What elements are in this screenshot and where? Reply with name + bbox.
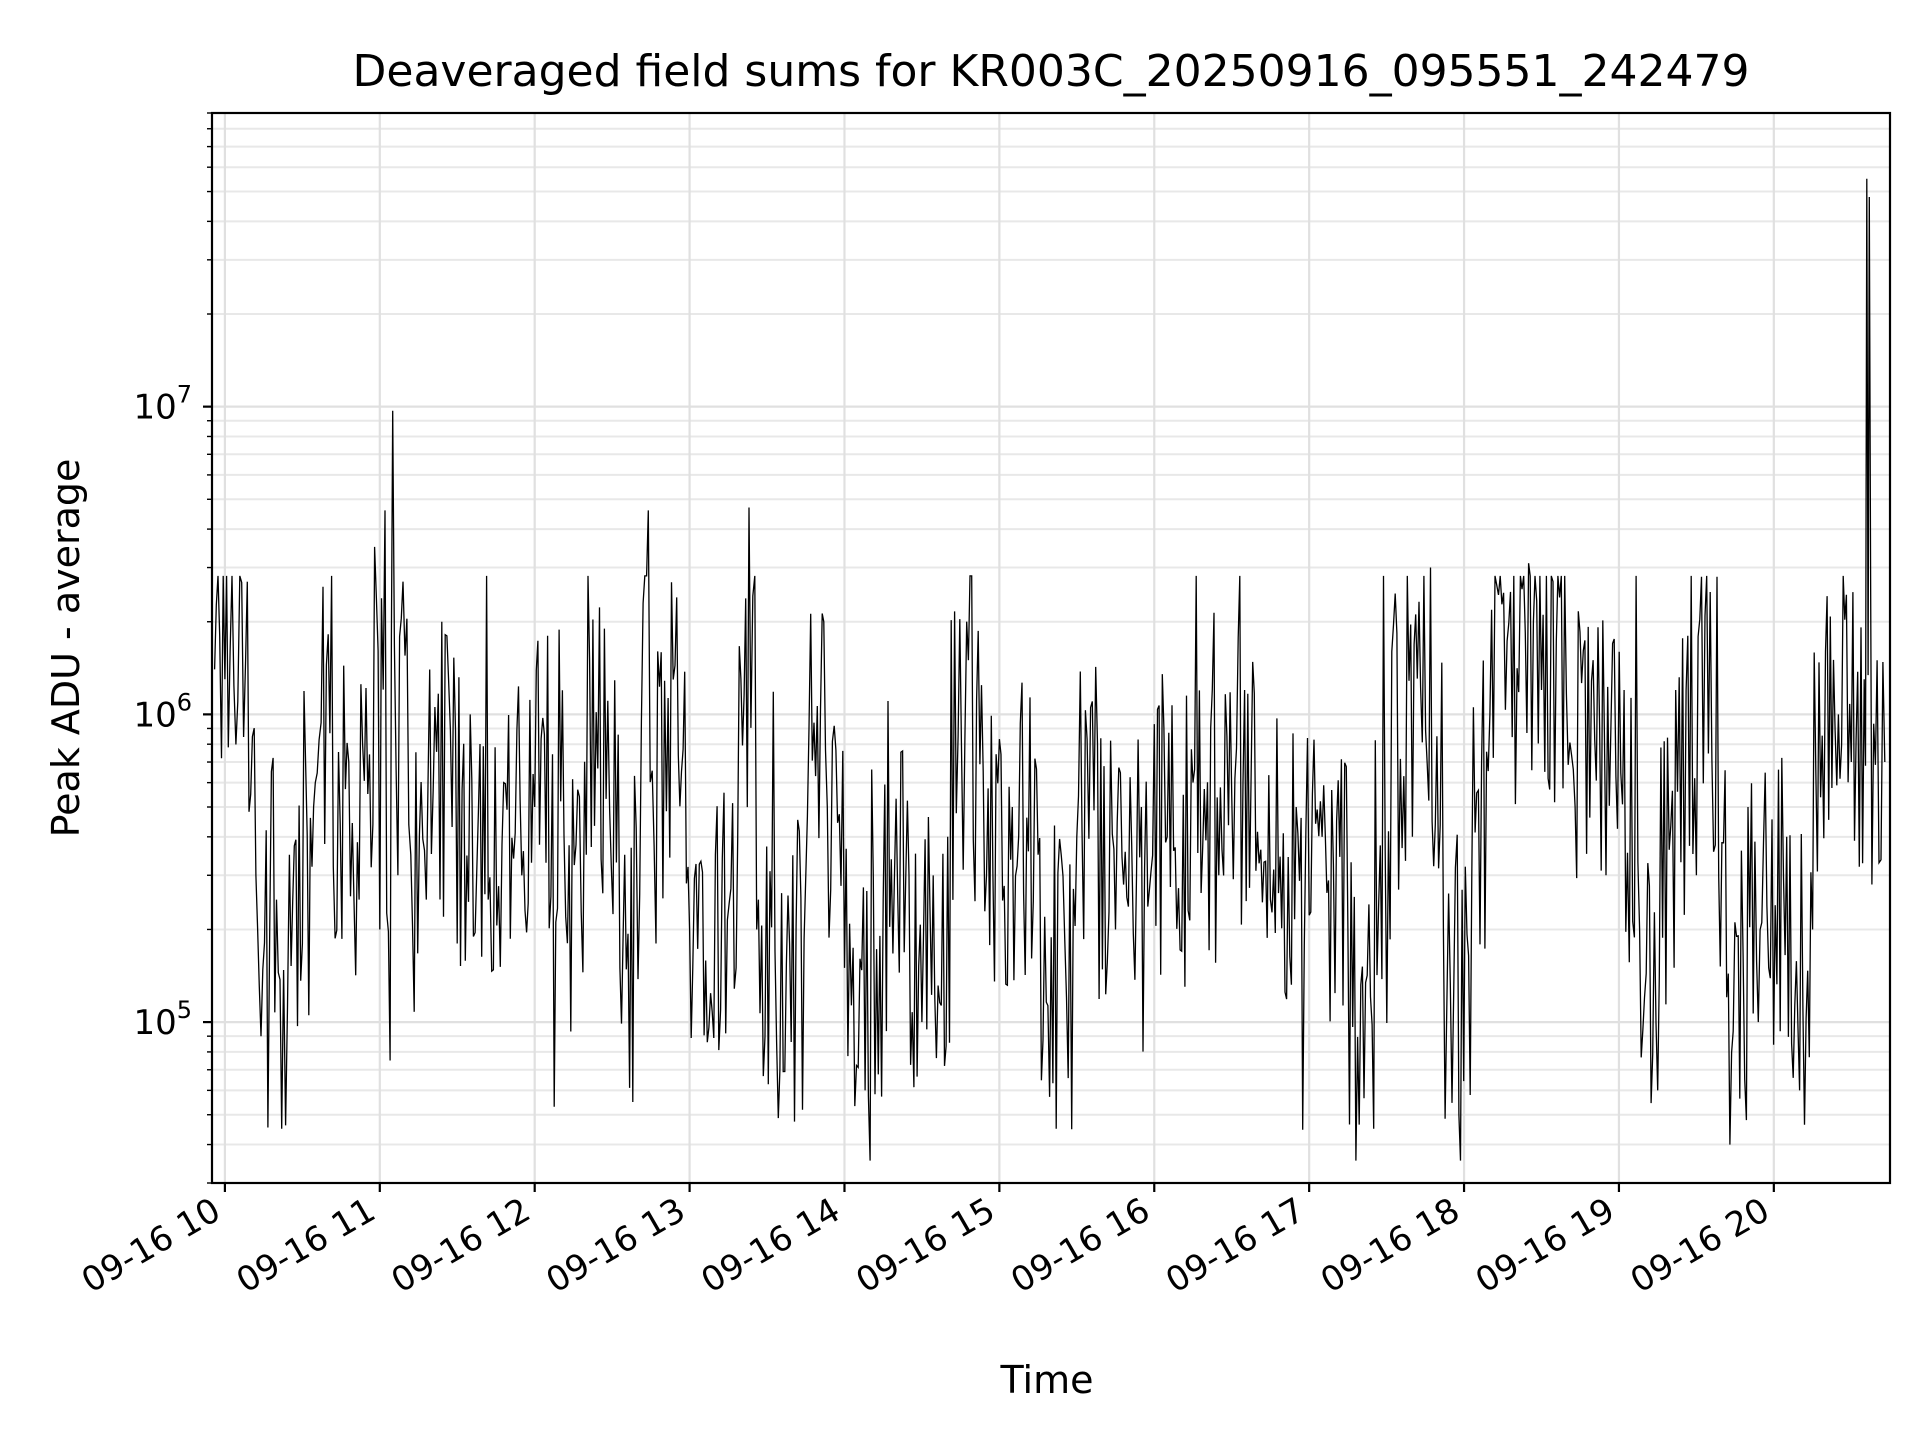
y-tick-label: 106	[133, 688, 192, 735]
y-tick-label: 105	[133, 996, 192, 1043]
y-axis-label: Peak ADU - average	[44, 459, 88, 838]
y-tick-exponent: 6	[177, 688, 192, 716]
grid-layer	[212, 112, 1890, 1184]
series-layer	[213, 178, 1886, 1161]
series-line	[213, 178, 1886, 1161]
plot-frame	[210, 111, 1892, 1185]
y-tick-exponent: 5	[177, 996, 192, 1024]
x-axis-label: Time	[1000, 1358, 1094, 1402]
chart-title: Deaveraged field sums for KR003C_2025091…	[353, 46, 1750, 97]
y-tick-exponent: 7	[177, 381, 192, 409]
y-tick-label: 107	[133, 381, 192, 428]
